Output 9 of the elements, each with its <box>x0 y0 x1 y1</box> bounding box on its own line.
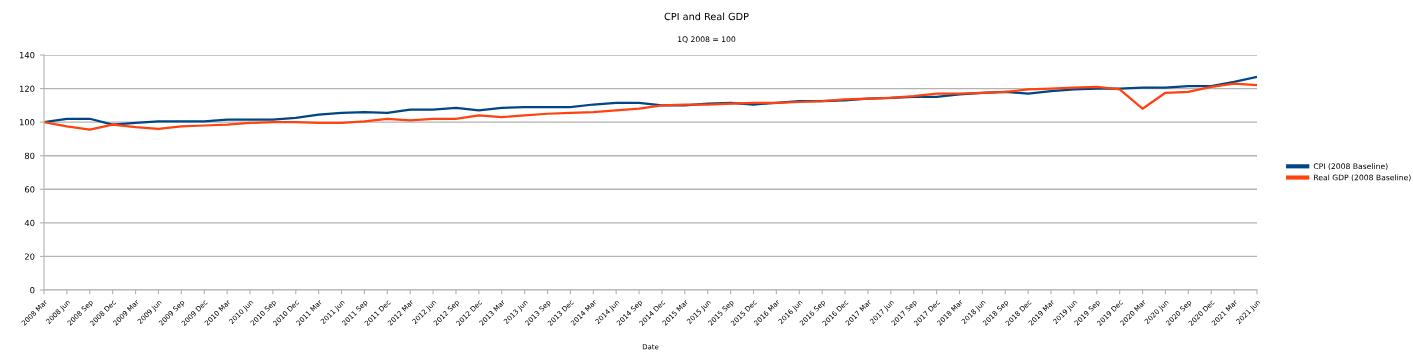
y-tick-label: 40 <box>24 219 35 227</box>
chart-title: CPI and Real GDP <box>664 12 749 21</box>
y-tick-label: 100 <box>19 119 35 126</box>
y-tick-label: 80 <box>24 152 35 159</box>
y-tick-label: 140 <box>19 51 35 59</box>
y-tick-label: 60 <box>24 186 35 193</box>
y-tick-label: 20 <box>24 253 35 260</box>
y-tick-label: 120 <box>19 85 35 92</box>
y-tick-label: 0 <box>30 286 35 294</box>
